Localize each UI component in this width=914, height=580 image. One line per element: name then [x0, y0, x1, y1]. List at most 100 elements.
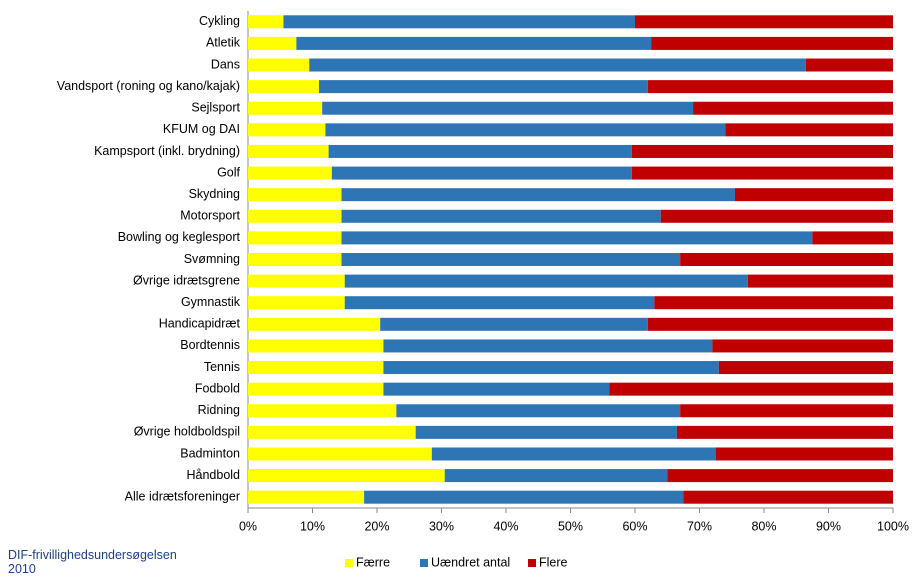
bar-segment: [631, 144, 893, 158]
bar-segment: [248, 469, 445, 483]
bar-segment: [647, 80, 893, 94]
bar-segment: [248, 144, 329, 158]
bar-segment: [654, 296, 893, 310]
bar-segment: [383, 339, 713, 353]
legend-label: Uændret antal: [431, 555, 510, 569]
x-tick-label: 20%: [364, 519, 389, 533]
x-tick-label: 30%: [429, 519, 454, 533]
bar-segment: [248, 123, 326, 137]
y-tick-label: Dans: [211, 57, 240, 71]
bar-segment: [683, 490, 893, 504]
bar-segment: [283, 15, 635, 29]
bar-segment: [676, 425, 893, 439]
y-tick-label: Gymnastik: [181, 295, 241, 309]
bar-segment: [660, 209, 893, 223]
bar-segment: [647, 317, 893, 331]
y-tick-label: Kampsport (inkl. brydning): [94, 144, 240, 158]
bar-segment: [341, 253, 681, 266]
legend-swatch: [345, 559, 353, 567]
bar-segment: [248, 253, 342, 266]
y-tick-label: Vandsport (roning og kano/kajak): [57, 79, 240, 93]
bar-segment: [609, 382, 893, 396]
bar-segment: [248, 188, 342, 202]
x-tick-label: 80%: [751, 519, 776, 533]
bar-segment: [444, 469, 668, 483]
bar-segment: [693, 101, 893, 115]
bar-segment: [344, 274, 748, 288]
y-tick-label: Øvrige holdboldspil: [134, 425, 240, 439]
y-tick-label: Tennis: [204, 360, 240, 374]
x-tick-label: 70%: [687, 519, 712, 533]
bar-segment: [248, 36, 297, 50]
y-tick-label: Alle idrætsforeninger: [125, 489, 240, 503]
bar-segment: [712, 339, 893, 353]
x-tick-label: 50%: [558, 519, 583, 533]
y-tick-label: Cykling: [199, 14, 240, 28]
legend-swatch: [420, 559, 428, 567]
bar-segment: [248, 339, 384, 353]
bar-segment: [248, 101, 323, 115]
bar-segment: [651, 36, 893, 50]
bar-segment: [248, 231, 342, 245]
bar-segment: [331, 166, 632, 180]
bar-segment: [680, 253, 893, 266]
bar-segment: [341, 188, 735, 202]
legend-label: Flere: [539, 555, 568, 569]
bar-segment: [248, 382, 384, 396]
y-tick-label: Badminton: [180, 446, 240, 460]
bar-segment: [380, 317, 648, 331]
y-tick-label: Håndbold: [186, 468, 240, 482]
y-tick-label: Svømning: [184, 252, 240, 266]
bar-segment: [325, 123, 726, 137]
bar-segment: [248, 404, 397, 418]
bar-segment: [248, 166, 332, 180]
bar-segment: [341, 209, 661, 223]
bar-segment: [805, 58, 893, 72]
bar-segment: [248, 490, 365, 504]
bar-segment: [248, 425, 416, 439]
bar-segment: [248, 58, 310, 72]
y-tick-label: Ridning: [198, 403, 240, 417]
bar-segment: [715, 447, 893, 461]
y-tick-label: Bordtennis: [180, 338, 240, 352]
bar-segment: [318, 80, 648, 94]
bar-segment: [296, 36, 652, 50]
bar-segment: [415, 425, 677, 439]
bar-segment: [631, 166, 893, 180]
bar-segment: [248, 80, 319, 94]
bar-segment: [812, 231, 893, 245]
x-tick-label: 40%: [493, 519, 518, 533]
bar-segment: [248, 296, 345, 310]
source: DIF-frivillighedsundersøgelsen 2010: [8, 548, 177, 576]
bar-segment: [322, 101, 694, 115]
y-tick-label: Handicapidræt: [159, 317, 241, 331]
bar-segment: [747, 274, 893, 288]
bar-segment: [667, 469, 893, 483]
y-tick-label: Bowling og keglesport: [118, 230, 241, 244]
y-tick-label: Golf: [217, 165, 240, 179]
x-tick-label: 100%: [877, 519, 909, 533]
legend-label: Færre: [356, 555, 390, 569]
y-tick-label: Sejlsport: [191, 101, 240, 115]
bar-segment: [431, 447, 716, 461]
bar-segment: [718, 361, 893, 375]
bar-segment: [248, 209, 342, 223]
bar-segment: [364, 490, 684, 504]
bar-segment: [396, 404, 681, 418]
y-tick-label: Atletik: [206, 36, 241, 50]
bar-segment: [248, 274, 345, 288]
y-tick-label: KFUM og DAI: [163, 122, 240, 136]
x-tick-label: 90%: [816, 519, 841, 533]
x-tick-label: 0%: [239, 519, 257, 533]
bar-segment: [344, 296, 655, 310]
bar-segment: [734, 188, 893, 202]
bar-segment: [248, 361, 384, 375]
bar-segment: [383, 361, 719, 375]
bar-segment: [309, 58, 806, 72]
bar-segment: [725, 123, 893, 137]
legend-swatch: [528, 559, 536, 567]
y-tick-label: Skydning: [189, 187, 240, 201]
x-tick-label: 60%: [622, 519, 647, 533]
